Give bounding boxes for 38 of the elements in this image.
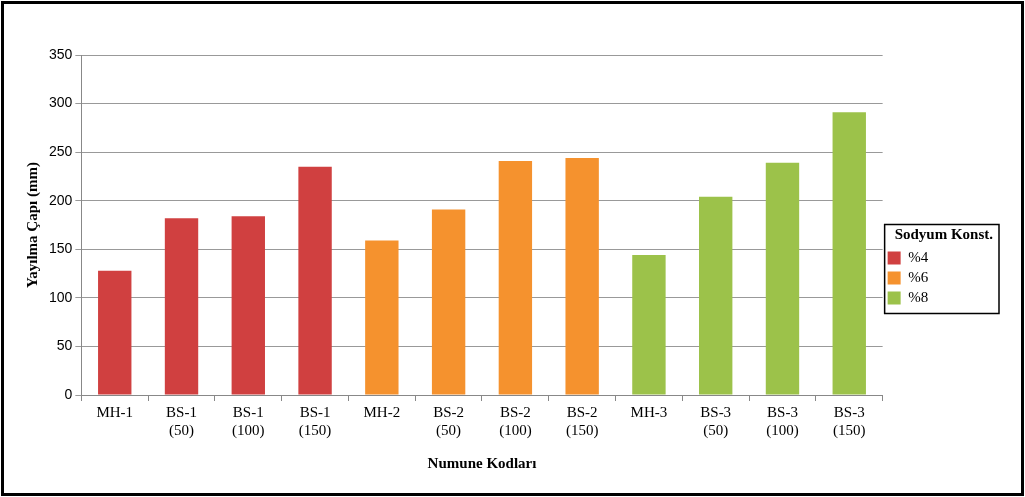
x-tick-label: BS-2 (50): [433, 403, 465, 439]
x-tick-label: BS-3 (150): [833, 403, 866, 439]
y-tick-label: 50: [56, 337, 73, 354]
bar: [498, 160, 533, 395]
x-axis-title: Numune Kodları: [427, 454, 537, 471]
x-tick-label: BS-1 (100): [232, 403, 265, 439]
legend-label: %4: [908, 248, 929, 265]
y-tick-label: 200: [49, 191, 73, 208]
legend-title: Sodyum Konst.: [894, 225, 994, 242]
y-tick-label: 150: [49, 240, 73, 257]
bar: [765, 162, 800, 395]
bar: [832, 112, 866, 395]
x-tick-label: BS-3 (100): [766, 403, 799, 439]
bar: [699, 196, 733, 395]
x-tick-label: BS-2 (100): [499, 403, 532, 439]
y-tick-label: 350: [49, 45, 73, 62]
legend-label: %8: [908, 288, 929, 305]
bar: [231, 216, 265, 395]
bar: [365, 240, 399, 395]
x-tick-label: MH-2: [363, 403, 401, 420]
y-tick-label: 100: [49, 288, 73, 305]
bar: [164, 218, 199, 395]
y-tick-label: 0: [64, 385, 73, 402]
y-tick-label: 250: [49, 143, 73, 159]
bar: [632, 255, 666, 395]
bar: [565, 157, 599, 395]
x-tick-label: BS-1 (150): [298, 403, 332, 439]
x-tick-label: MH-1: [96, 403, 134, 420]
y-tick-label: 300: [49, 94, 73, 111]
x-tick-label: BS-3 (50): [700, 403, 732, 439]
x-tick-label: BS-1 (50): [166, 403, 197, 439]
legend-label: %6: [908, 268, 929, 285]
x-tick-label: BS-2 (150): [565, 403, 599, 439]
y-axis-title: Yayılma Çapı (mm): [23, 162, 41, 288]
x-tick-label: MH-3: [630, 403, 668, 420]
bar: [431, 209, 466, 395]
bar: [98, 270, 132, 395]
bar: [298, 166, 332, 395]
